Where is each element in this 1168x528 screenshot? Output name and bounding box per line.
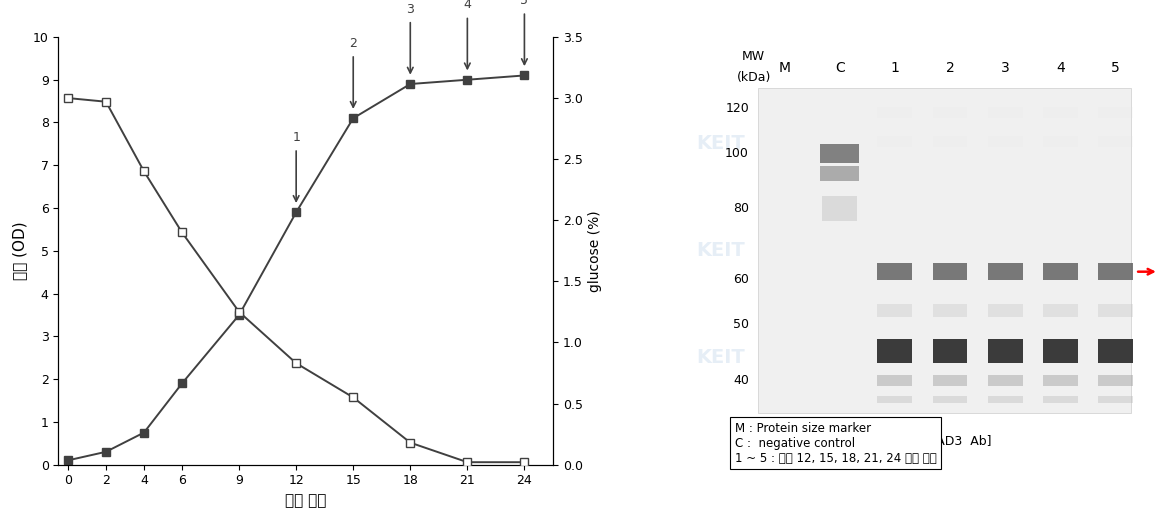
Bar: [988, 304, 1023, 317]
Text: 80: 80: [734, 202, 749, 215]
Bar: [1098, 304, 1133, 317]
Text: 40: 40: [734, 374, 749, 386]
Legend: OD, glucose (%): OD, glucose (%): [189, 526, 423, 528]
Text: 2: 2: [349, 37, 357, 50]
Bar: [932, 136, 967, 147]
Bar: [988, 107, 1023, 118]
Text: M: M: [778, 61, 791, 76]
Text: KEIT: KEIT: [1050, 241, 1098, 260]
Text: 1: 1: [292, 131, 300, 144]
Text: M : Protein size marker
C :  negative control
1 ~ 5 : 배양 12, 15, 18, 21, 24 시간 샘: M : Protein size marker C : negative con…: [735, 422, 937, 465]
Bar: [877, 395, 912, 403]
Text: 1: 1: [890, 61, 899, 76]
Bar: [1043, 395, 1078, 403]
Bar: [758, 88, 1131, 413]
Text: KEIT: KEIT: [932, 135, 981, 153]
Text: 50: 50: [734, 318, 749, 332]
Bar: [1098, 263, 1133, 280]
Bar: [988, 136, 1023, 147]
Text: KEIT: KEIT: [814, 241, 863, 260]
Bar: [932, 304, 967, 317]
Text: 4: 4: [464, 0, 472, 11]
Bar: [877, 375, 912, 385]
Bar: [932, 340, 967, 363]
Bar: [1098, 375, 1133, 385]
Text: MW: MW: [742, 50, 765, 63]
Bar: [877, 136, 912, 147]
Text: KEIT: KEIT: [696, 348, 745, 367]
Bar: [820, 144, 858, 163]
Text: 120: 120: [725, 101, 749, 115]
Text: 2: 2: [946, 61, 954, 76]
Text: C: C: [835, 61, 844, 76]
Bar: [1098, 136, 1133, 147]
Bar: [1043, 375, 1078, 385]
Bar: [988, 395, 1023, 403]
Bar: [820, 166, 858, 182]
Bar: [877, 107, 912, 118]
Text: 3: 3: [406, 3, 415, 15]
Text: KEIT: KEIT: [696, 135, 745, 153]
Bar: [1098, 107, 1133, 118]
Text: KEIT: KEIT: [814, 135, 863, 153]
Text: KEIT: KEIT: [1050, 135, 1098, 153]
Bar: [932, 107, 967, 118]
Bar: [932, 375, 967, 385]
Text: KEIT: KEIT: [932, 348, 981, 367]
X-axis label: 배양 시간: 배양 시간: [285, 493, 326, 508]
Bar: [988, 263, 1023, 280]
Y-axis label: 성장 (OD): 성장 (OD): [12, 221, 27, 280]
Bar: [1043, 107, 1078, 118]
Text: 4: 4: [1056, 61, 1065, 76]
Text: (kDa): (kDa): [737, 71, 771, 84]
Bar: [932, 263, 967, 280]
Bar: [822, 196, 857, 221]
Text: 100: 100: [725, 147, 749, 160]
Text: 5: 5: [1111, 61, 1120, 76]
Bar: [1043, 136, 1078, 147]
Bar: [988, 375, 1023, 385]
Text: 3: 3: [1001, 61, 1009, 76]
Text: KEIT: KEIT: [696, 241, 745, 260]
Y-axis label: glucose (%): glucose (%): [589, 210, 603, 291]
Text: KEIT: KEIT: [932, 241, 981, 260]
Bar: [877, 304, 912, 317]
Text: 5: 5: [521, 0, 528, 7]
Bar: [1098, 395, 1133, 403]
Text: KEIT: KEIT: [814, 348, 863, 367]
Bar: [988, 340, 1023, 363]
Bar: [1098, 340, 1133, 363]
Text: [Anti-PgsAD3  Ab]: [Anti-PgsAD3 Ab]: [880, 435, 992, 448]
Bar: [1043, 340, 1078, 363]
Text: KEIT: KEIT: [1050, 348, 1098, 367]
Bar: [1043, 304, 1078, 317]
Bar: [932, 395, 967, 403]
Text: 60: 60: [734, 274, 749, 286]
Bar: [877, 263, 912, 280]
Bar: [1043, 263, 1078, 280]
Bar: [877, 340, 912, 363]
